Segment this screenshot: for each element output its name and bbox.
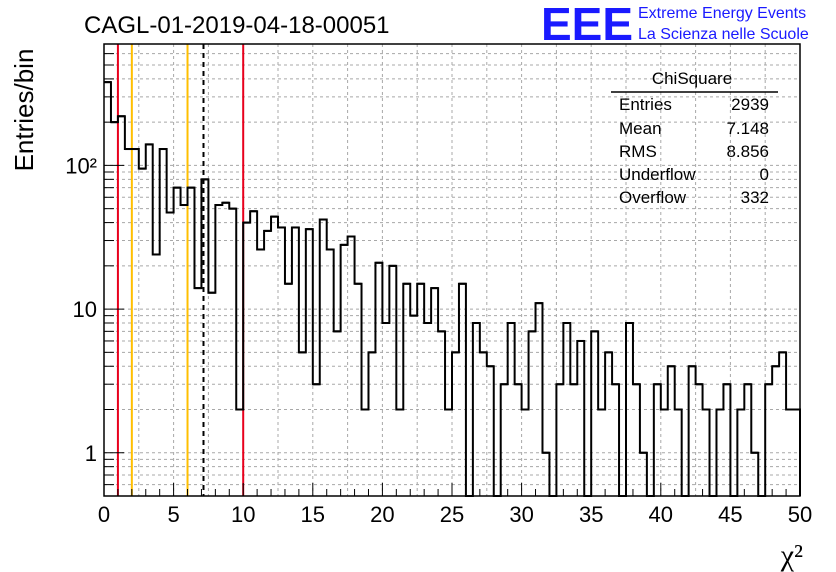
histogram-outline [104, 81, 801, 497]
y-tick-label: 10² [65, 153, 97, 178]
x-tick-label: 35 [579, 502, 603, 527]
y-axis-label: Entries/bin [9, 49, 39, 172]
stats-value-entries: 2939 [731, 95, 769, 114]
y-tick-label: 1 [85, 441, 97, 466]
axes: 0 5 10 15 20 25 30 35 40 45 50 1 10 10² [65, 43, 812, 527]
x-tick-label: 25 [440, 502, 464, 527]
eee-logo-text: EEE [541, 0, 633, 50]
stats-label-entries: Entries [619, 95, 672, 114]
x-tick-label: 45 [718, 502, 742, 527]
x-tick-label: 0 [98, 502, 110, 527]
stats-label-mean: Mean [619, 119, 662, 138]
x-axis-label: χ² [780, 539, 803, 572]
eee-logo-line2: La Scienza nelle Scuole [638, 26, 809, 43]
x-tick-label: 5 [167, 502, 179, 527]
x-tick-label: 30 [509, 502, 533, 527]
stats-label-underflow: Underflow [619, 165, 696, 184]
x-tick-label: 50 [788, 502, 812, 527]
x-tick-label: 20 [370, 502, 394, 527]
y-tick-label: 10 [73, 297, 97, 322]
vertical-reference-lines [116, 44, 245, 496]
stats-label-overflow: Overflow [619, 188, 687, 207]
stats-value-underflow: 0 [760, 165, 769, 184]
eee-logo-line1: Extreme Energy Events [638, 5, 806, 22]
x-tick-label: 10 [231, 502, 255, 527]
x-tick-label: 40 [649, 502, 673, 527]
stats-value-overflow: 332 [741, 188, 769, 207]
stats-value-mean: 7.148 [726, 119, 769, 138]
eee-logo: EEE Extreme Energy Events La Scienza nel… [541, 0, 809, 50]
x-tick-label: 15 [301, 502, 325, 527]
chart-title: CAGL-01-2019-04-18-00051 [84, 12, 390, 39]
stats-box: ChiSquare Entries 2939 Mean 7.148 RMS 8.… [611, 69, 778, 207]
stats-value-rms: 8.856 [726, 142, 769, 161]
histogram-bins [104, 81, 800, 497]
stats-title: ChiSquare [652, 69, 732, 88]
stats-label-rms: RMS [619, 142, 657, 161]
